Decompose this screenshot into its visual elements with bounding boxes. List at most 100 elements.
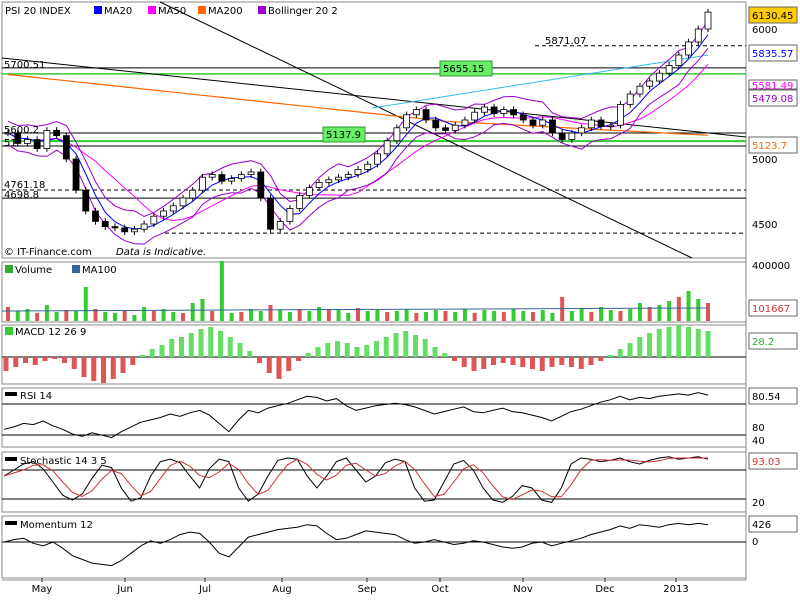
macd-bar	[198, 329, 204, 357]
macd-title: MACD 12 26 9	[15, 327, 86, 338]
macd-bar	[627, 343, 633, 357]
panel-frame-5	[1, 515, 747, 579]
badge-bollinger-box	[748, 89, 798, 107]
y-tick-5000: 5000	[752, 155, 777, 166]
badge-ma50-box	[748, 79, 798, 90]
candle-body	[607, 124, 615, 127]
macd-labels: MACD 12 26 9 28.2	[5, 327, 798, 350]
macd-bar	[120, 357, 126, 373]
volume-bar	[15, 311, 20, 321]
macd-bar	[179, 337, 184, 357]
candle-body	[72, 158, 80, 191]
candle-body	[111, 226, 119, 229]
volume-bar	[83, 287, 88, 321]
macd-bar	[188, 333, 194, 357]
badge-last-price: 6130.45	[752, 11, 793, 22]
candle-body	[130, 228, 138, 233]
candle-body	[33, 139, 41, 150]
legend-swatch-momentum	[5, 521, 17, 525]
annotation-5655-box	[439, 60, 493, 77]
volume-bar	[103, 312, 108, 321]
momentum-labels: Momentum 12 426 0	[5, 515, 798, 548]
volume-y-tick: 400000	[752, 261, 790, 272]
stochastic-signal-line	[3, 457, 708, 501]
macd-bar	[442, 353, 448, 357]
macd-bar	[559, 357, 565, 365]
macd-bar	[383, 337, 389, 357]
badge-ma50: 5581.49	[752, 81, 793, 92]
macd-bar	[452, 357, 457, 361]
macd-bar	[617, 349, 623, 357]
candle-body	[383, 140, 391, 155]
volume-bar	[181, 313, 185, 321]
volume-bar	[356, 308, 360, 321]
candles	[4, 8, 712, 236]
stochastic-badge-box	[748, 452, 798, 470]
volume-ma100-line	[1, 307, 709, 312]
annotation-51: 51	[4, 138, 17, 149]
volume-bar	[628, 309, 633, 321]
x-tick-label-jul: Jul	[198, 584, 211, 595]
macd-panel	[2, 325, 746, 383]
badge-ma200: 5123.7	[752, 141, 787, 152]
trendline-down	[159, 1, 693, 259]
volume-bar	[219, 261, 224, 321]
candle-body	[442, 127, 449, 131]
macd-bar	[42, 357, 48, 361]
volume-bar	[521, 311, 526, 321]
volume-bar	[414, 313, 419, 321]
candle-body	[296, 194, 304, 209]
candle-body	[500, 109, 508, 114]
candle-body	[121, 227, 129, 233]
macd-bar	[140, 355, 145, 357]
candle-body	[451, 124, 459, 131]
candle-body	[480, 106, 488, 113]
macd-bar	[491, 357, 496, 365]
volume-bar	[239, 312, 244, 321]
volume-bar	[589, 312, 594, 321]
macd-bar	[237, 343, 243, 357]
macd-bar	[81, 357, 87, 377]
rsi-line	[3, 392, 709, 439]
volume-bar	[317, 307, 322, 321]
macd-bar	[13, 357, 19, 367]
volume-bar	[569, 311, 574, 321]
volume-bar	[365, 311, 370, 321]
volume-bar	[44, 305, 49, 321]
annotation-5600: 5600.2	[4, 125, 39, 136]
legend-swatch-ma200	[198, 6, 206, 14]
legend-ma50: MA50	[158, 6, 186, 17]
candle-body	[53, 129, 61, 136]
rsi-badge: 80.54	[752, 392, 781, 403]
volume-bar	[424, 312, 429, 321]
volume-bar	[501, 312, 506, 321]
candle-body	[276, 220, 284, 230]
volume-bar	[667, 301, 672, 321]
macd-bar	[3, 357, 9, 371]
macd-bar	[374, 341, 379, 357]
candle-body	[199, 176, 206, 191]
stochastic-title: Stochastic 14 3 5	[20, 456, 107, 467]
macd-bar	[539, 357, 545, 371]
price-annotations: 5871.07 5700.51 5655.15 5600.2 5137.9 51…	[4, 36, 586, 258]
stochastic-line	[3, 456, 709, 503]
candle-body	[597, 119, 605, 127]
candle-body	[14, 132, 22, 144]
macd-bar	[608, 355, 613, 357]
volume-bar	[394, 311, 399, 321]
candle-body	[587, 119, 595, 129]
volume-bar	[64, 310, 69, 321]
volume-bar	[307, 311, 312, 321]
panel-frame-0	[1, 1, 747, 259]
volume-bar	[540, 310, 545, 321]
volume-bar	[346, 313, 351, 321]
panel-frames	[1, 1, 747, 580]
rsi-badge-box	[748, 387, 798, 405]
legend-swatch-rsi	[5, 392, 17, 396]
candle-body	[393, 127, 401, 142]
trendline-long	[1, 57, 747, 138]
bollinger-upper	[7, 20, 709, 218]
momentum-line	[3, 522, 709, 567]
macd-bar	[257, 357, 262, 363]
